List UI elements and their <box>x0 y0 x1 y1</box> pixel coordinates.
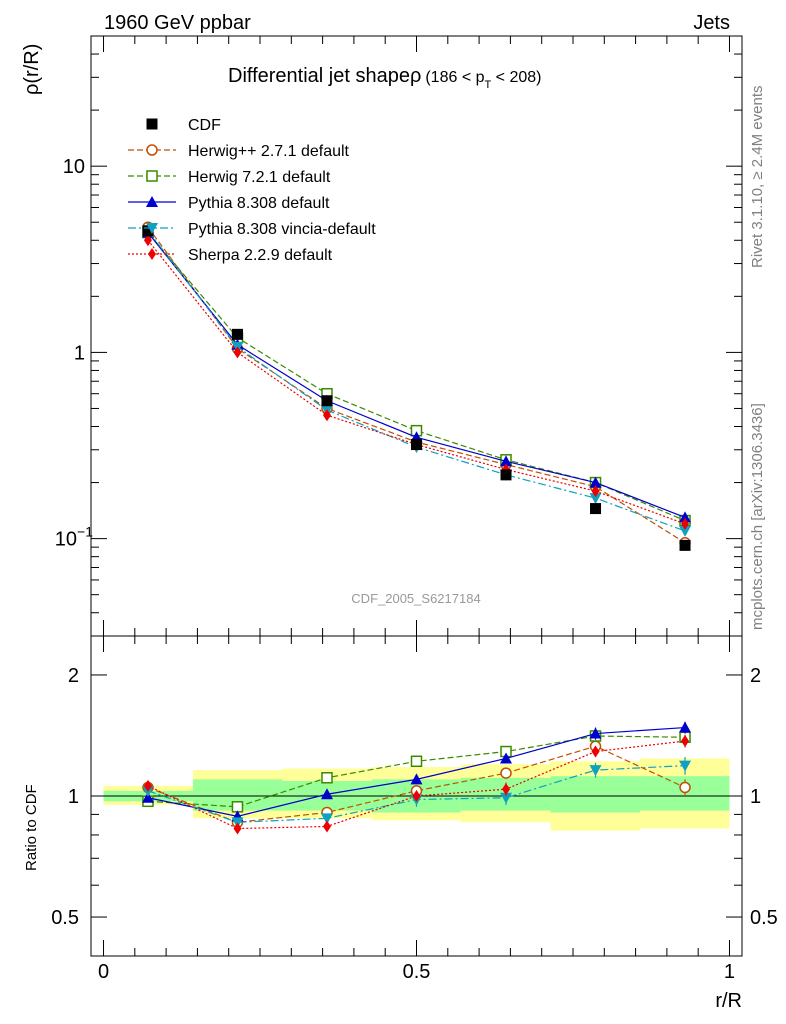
legend-entry: Herwig++ 2.7.1 default <box>188 143 350 160</box>
ratio-series-3-point <box>500 792 513 804</box>
header-right: Jets <box>693 12 730 34</box>
ratio-series-0-point <box>679 781 691 794</box>
cdf-data-point <box>500 469 512 481</box>
ratio-series-2-point <box>589 727 602 739</box>
main-y-tick-label: 10 <box>63 156 85 178</box>
cdf-data-point <box>142 225 154 237</box>
main-series-4-point <box>233 346 242 359</box>
main-y-axis-label: ρ(r/R) <box>21 44 43 95</box>
cdf-data-point <box>231 328 243 340</box>
side-label-top: Rivet 3.1.10, ≥ 2.4M events <box>749 86 766 269</box>
ratio-y-tick-label: 0.5 <box>51 907 79 929</box>
x-tick-label: 0 <box>98 961 109 983</box>
main-series-0-line <box>147 226 686 544</box>
main-series-2-line <box>147 232 686 518</box>
watermark: CDF_2005_S6217184 <box>351 591 480 606</box>
ratio-series-1-point <box>321 772 333 784</box>
ratio-series-0-point <box>500 767 512 779</box>
legend-marker <box>146 196 158 207</box>
ratio-series-3-point <box>320 813 333 825</box>
main-series-1-line <box>147 232 686 522</box>
legend-entry: CDF <box>188 117 221 134</box>
main-series-4-point <box>681 517 690 530</box>
main-y-tick-label: 1 <box>74 342 85 364</box>
ratio-series-1-point <box>231 801 244 813</box>
legend-entry: Herwig 7.2.1 default <box>188 169 331 186</box>
legend-marker <box>148 248 156 260</box>
legend-entry: Sherpa 2.2.9 default <box>188 247 333 264</box>
ratio-series-2-point <box>410 773 423 785</box>
legend-marker <box>146 223 158 234</box>
main-series-3-point <box>589 493 602 505</box>
main-series-4-point <box>143 234 152 247</box>
ratio-series-1-point <box>410 755 423 768</box>
ratio-y-tick-label: 2 <box>68 665 79 687</box>
ratio-series-3-point <box>679 760 692 772</box>
ratio-series-4-point <box>322 820 331 833</box>
ratio-y-axis-label: Ratio to CDF <box>23 784 40 871</box>
main-series-4-point <box>322 409 331 422</box>
legend-entry: Pythia 8.308 vincia-default <box>188 221 376 238</box>
cdf-data-point <box>590 503 602 515</box>
ratio-y-tick-label-right: 1 <box>750 786 761 808</box>
cdf-data-point <box>411 439 422 451</box>
chart-title: Differential jet shapeρ (186 < pT < 208) <box>228 65 542 91</box>
x-tick-label: 0.5 <box>403 961 431 983</box>
ratio-series-2-point <box>320 788 333 800</box>
x-tick-label: 1 <box>724 961 735 983</box>
side-label-bottom: mcplots.cern.ch [arXiv:1306.3436] <box>749 403 766 630</box>
ratio-series-4-point <box>412 790 421 802</box>
main-series-4-point <box>591 485 600 498</box>
main-series-2-point <box>500 455 513 467</box>
ratio-y-tick-label: 1 <box>68 786 79 808</box>
ratio-series-2-point <box>679 721 692 733</box>
ratio-series-2-point <box>141 791 154 803</box>
ratio-series-4-point <box>681 735 690 748</box>
main-y-tick-label: 10−1 <box>55 524 93 551</box>
ratio-series-4-point <box>143 779 152 792</box>
legend-marker <box>146 170 158 182</box>
x-axis-label: r/R <box>715 990 742 1012</box>
main-series-2-point <box>589 476 602 488</box>
ratio-series-4-point <box>591 745 600 758</box>
main-series-4-line <box>147 239 686 525</box>
ratio-series-4-point <box>233 822 242 835</box>
legend-entry: Pythia 8.308 default <box>188 195 330 212</box>
cdf-data-point <box>679 539 691 551</box>
cdf-data-point <box>321 395 333 407</box>
ratio-y-tick-label-right: 2 <box>750 665 761 687</box>
ratio-y-tick-label-right: 0.5 <box>750 907 778 929</box>
main-series-2-point <box>679 511 692 523</box>
ratio-series-2-point <box>500 752 513 764</box>
ratio-series-3-point <box>589 765 602 777</box>
ratio-series-4-point <box>502 783 511 796</box>
legend-marker <box>146 118 158 130</box>
ratio-band-inner <box>550 776 640 813</box>
legend-marker <box>146 144 158 156</box>
header-left: 1960 GeV ppbar <box>104 12 251 34</box>
main-series-3-point <box>679 525 692 537</box>
